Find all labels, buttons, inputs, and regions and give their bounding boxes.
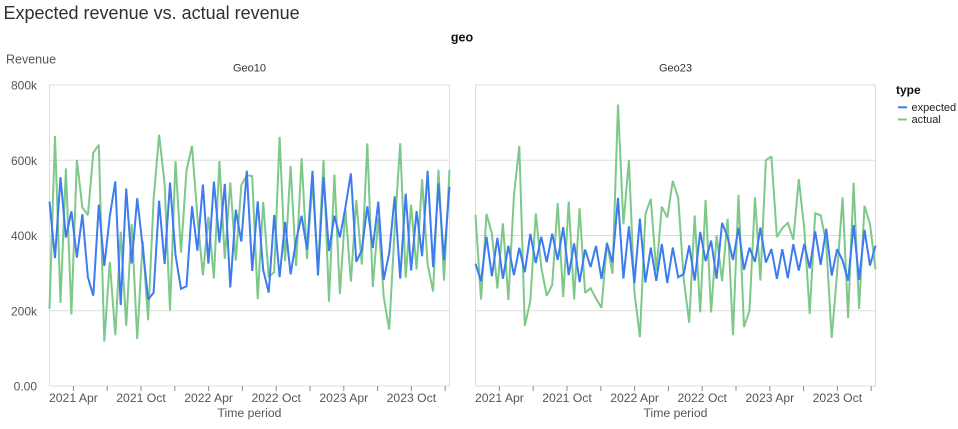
svg-text:Geo23: Geo23 [659,63,692,75]
svg-text:2022 Oct: 2022 Oct [677,391,727,405]
svg-text:800k: 800k [11,79,38,93]
svg-text:2022 Apr: 2022 Apr [610,391,659,405]
svg-text:400k: 400k [11,229,38,243]
svg-text:Time period: Time period [644,406,708,420]
svg-text:2021 Apr: 2021 Apr [49,391,98,405]
svg-text:2023 Oct: 2023 Oct [387,391,437,405]
svg-text:type: type [896,83,921,97]
svg-text:2023 Apr: 2023 Apr [319,391,368,405]
svg-text:expected: expected [912,102,957,114]
svg-text:600k: 600k [11,154,38,168]
svg-text:2023 Oct: 2023 Oct [813,391,863,405]
svg-text:2021 Oct: 2021 Oct [542,391,592,405]
svg-text:2022 Apr: 2022 Apr [184,391,233,405]
svg-text:actual: actual [912,114,941,126]
svg-text:Time period: Time period [218,406,282,420]
svg-text:200k: 200k [11,304,38,318]
svg-text:Geo10: Geo10 [233,63,266,75]
svg-text:2023 Apr: 2023 Apr [745,391,794,405]
svg-text:0.00: 0.00 [14,380,38,394]
svg-text:geo: geo [451,31,474,45]
svg-text:2021 Apr: 2021 Apr [475,391,524,405]
svg-text:Revenue: Revenue [6,53,56,67]
svg-text:Expected revenue vs. actual re: Expected revenue vs. actual revenue [4,3,300,23]
svg-text:2022 Oct: 2022 Oct [251,391,301,405]
svg-text:2021 Oct: 2021 Oct [116,391,166,405]
